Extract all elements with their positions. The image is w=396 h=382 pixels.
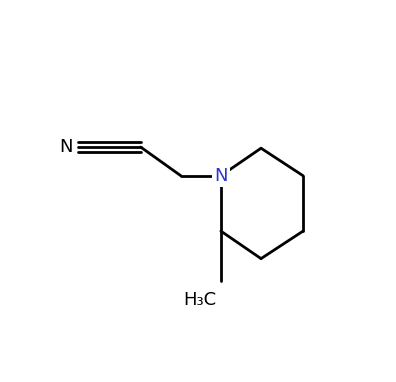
Text: N: N: [214, 167, 228, 185]
Text: N: N: [59, 138, 73, 156]
Text: H₃C: H₃C: [183, 291, 217, 309]
